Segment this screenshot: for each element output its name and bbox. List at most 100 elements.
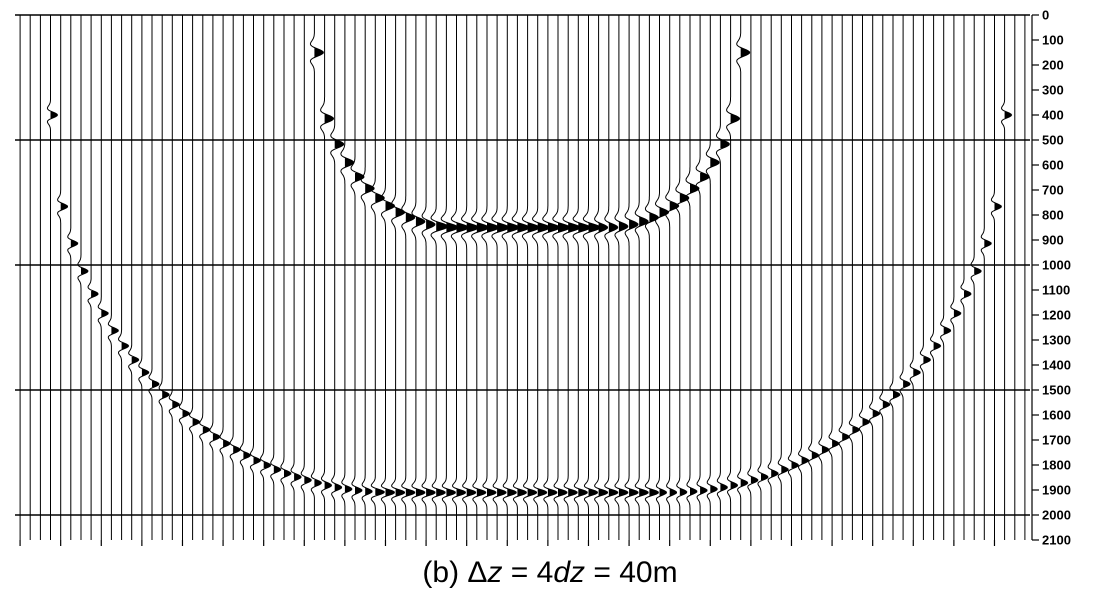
trace-fill (365, 488, 372, 495)
depth-tick-label: 1600 (1042, 408, 1071, 423)
trace-wiggle (582, 15, 601, 540)
trace-wiggle (869, 15, 880, 540)
trace-fill (101, 310, 109, 317)
trace-fill (527, 489, 537, 496)
trace-wiggle (501, 15, 520, 540)
trace-wiggle (57, 15, 68, 540)
trace-wiggle (300, 15, 312, 540)
trace-wiggle (107, 15, 119, 540)
trace-wiggle (634, 15, 649, 540)
depth-tick-label: 1800 (1042, 458, 1071, 473)
trace-fill (578, 223, 590, 232)
trace-fill (212, 434, 220, 440)
trace-wiggle (572, 15, 591, 540)
trace-wiggle (97, 15, 109, 540)
trace-fill (761, 474, 768, 480)
trace-fill (466, 223, 479, 232)
trace-fill (750, 477, 758, 483)
trace-wiggle (838, 15, 850, 540)
trace-fill (476, 489, 486, 496)
trace-fill (771, 470, 778, 477)
trace-fill (568, 489, 578, 496)
trace-fill (253, 457, 261, 464)
trace-fill (720, 484, 728, 491)
trace-fill (456, 223, 468, 232)
trace-wiggle (929, 15, 942, 540)
trace-fill (497, 223, 509, 232)
trace-fill (781, 466, 789, 473)
depth-tick-label: 1200 (1042, 308, 1071, 323)
trace-wiggle (199, 15, 211, 540)
trace-wiggle (970, 15, 982, 540)
trace-fill (568, 223, 580, 232)
trace-fill (629, 489, 638, 496)
trace-fill (629, 220, 638, 229)
trace-fill (182, 410, 190, 417)
trace-wiggle (320, 15, 335, 540)
trace-wiggle (715, 15, 730, 540)
trace-fill (314, 480, 322, 486)
trace-fill (487, 489, 496, 496)
trace-wiggle (828, 15, 840, 540)
depth-tick-label: 100 (1042, 33, 1064, 48)
trace-wiggle (726, 15, 741, 540)
trace-wiggle (67, 15, 79, 540)
trace-wiggle (128, 15, 140, 540)
trace-fill (273, 466, 281, 473)
trace-fill (618, 222, 628, 231)
trace-wiggle (350, 15, 365, 540)
trace-fill (415, 489, 425, 496)
trace-fill (162, 391, 170, 398)
trace-fill (903, 381, 911, 387)
trace-fill (60, 203, 68, 210)
trace-wiggle (401, 15, 416, 540)
trace-wiggle (818, 15, 830, 540)
trace-fill (466, 489, 476, 496)
depth-tick-label: 1700 (1042, 433, 1071, 448)
trace-wiggle (391, 15, 406, 540)
trace-wiggle (542, 15, 560, 540)
trace-fill (639, 489, 649, 496)
depth-tick-label: 1300 (1042, 333, 1071, 348)
trace-wiggle (521, 15, 540, 540)
trace-wiggle (280, 15, 292, 540)
trace-wiggle (889, 15, 901, 540)
trace-fill (882, 401, 890, 408)
trace-wiggle (747, 15, 759, 540)
trace-fill (690, 488, 697, 495)
trace-wiggle (990, 15, 1002, 540)
trace-fill (355, 173, 364, 181)
trace-fill (639, 217, 649, 226)
trace-wiggle (909, 15, 921, 540)
trace-fill (395, 489, 405, 496)
major-gridlines (15, 14, 1030, 516)
trace-wiggle (675, 15, 690, 540)
trace-wiggle (249, 15, 261, 540)
trace-fill (537, 489, 547, 496)
trace-wiggle (77, 15, 89, 540)
trace-fill (984, 240, 992, 247)
trace-ticks (19, 540, 996, 546)
depth-tick-label: 900 (1042, 233, 1064, 248)
trace-wiggle (290, 15, 302, 540)
trace-wiggle (797, 15, 810, 540)
trace-wiggle (767, 15, 779, 540)
trace-fill (953, 310, 961, 317)
trace-fill (690, 184, 699, 193)
trace-wiggle (562, 15, 581, 540)
trace-fill (547, 223, 560, 232)
trace-fill (933, 343, 941, 349)
trace-fill (811, 452, 819, 459)
trace-fill (324, 482, 332, 489)
trace-wiggle (440, 15, 459, 540)
trace-fill (821, 446, 829, 453)
trace-fill (405, 213, 415, 222)
trace-fill (608, 489, 618, 496)
depth-tick-label: 600 (1042, 158, 1064, 173)
depth-tick-label: 2000 (1042, 508, 1071, 523)
trace-fill (1004, 112, 1012, 118)
trace-wiggle (736, 15, 751, 540)
trace-fill (913, 369, 921, 376)
trace-fill (385, 489, 395, 496)
trace-wiggle (340, 15, 355, 540)
